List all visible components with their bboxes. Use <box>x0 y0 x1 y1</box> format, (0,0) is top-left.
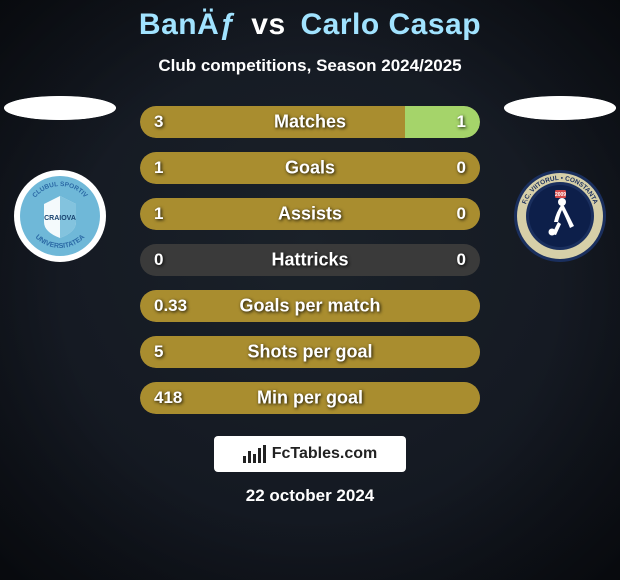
site-badge[interactable]: FcTables.com <box>214 436 406 472</box>
stat-value-player1: 1 <box>154 204 163 224</box>
stat-value-player2: 0 <box>457 204 466 224</box>
svg-text:2009: 2009 <box>555 192 566 198</box>
stat-row: Hattricks 0 0 <box>140 244 480 276</box>
stat-value-player2: 0 <box>457 158 466 178</box>
stat-value-player2: 1 <box>457 112 466 132</box>
stat-row: Matches 3 1 <box>140 106 480 138</box>
site-name: FcTables.com <box>272 445 378 463</box>
stat-fill-player2 <box>405 106 480 138</box>
stat-row: Min per goal 418 <box>140 382 480 414</box>
player1-side-column: CLUBUL SPORTIV UNIVERSITATEA CRAIOVA <box>0 96 120 264</box>
stat-value-player1: 0.33 <box>154 296 187 316</box>
stat-value-player1: 1 <box>154 158 163 178</box>
player2-name: Carlo Casap <box>301 8 482 41</box>
page-title: BanÄƒ vs Carlo Casap <box>139 8 481 42</box>
stat-fill-player1 <box>140 106 405 138</box>
stat-value-player1: 0 <box>154 250 163 270</box>
stat-value-player1: 418 <box>154 388 182 408</box>
chart-icon <box>243 445 266 463</box>
stat-value-player1: 5 <box>154 342 163 362</box>
stat-row: Goals per match 0.33 <box>140 290 480 322</box>
player1-name: BanÄƒ <box>139 8 237 41</box>
stat-label: Goals <box>285 158 335 179</box>
vs-text: vs <box>251 8 285 41</box>
player1-flag <box>4 96 116 120</box>
svg-text:CRAIOVA: CRAIOVA <box>44 215 76 222</box>
stat-value-player2: 0 <box>457 250 466 270</box>
stat-value-player1: 3 <box>154 112 163 132</box>
stat-label: Goals per match <box>239 296 380 317</box>
stat-label: Min per goal <box>257 388 363 409</box>
stat-label: Shots per goal <box>247 342 372 363</box>
player2-flag <box>504 96 616 120</box>
player2-side-column: F.C. VIITORUL • CONSTANTA 2009 <box>500 96 620 264</box>
stat-row: Assists 1 0 <box>140 198 480 230</box>
stat-row: Goals 1 0 <box>140 152 480 184</box>
stat-row: Shots per goal 5 <box>140 336 480 368</box>
stat-label: Assists <box>278 204 342 225</box>
subtitle: Club competitions, Season 2024/2025 <box>158 56 461 76</box>
stats-bar-chart: Matches31Goals10Assists10Hattricks00Goal… <box>140 106 480 414</box>
stat-label: Hattricks <box>271 250 348 271</box>
stat-label: Matches <box>274 112 346 133</box>
player2-club-badge: F.C. VIITORUL • CONSTANTA 2009 <box>512 168 608 264</box>
player1-club-badge: CLUBUL SPORTIV UNIVERSITATEA CRAIOVA <box>12 168 108 264</box>
footer-date: 22 october 2024 <box>246 486 375 506</box>
